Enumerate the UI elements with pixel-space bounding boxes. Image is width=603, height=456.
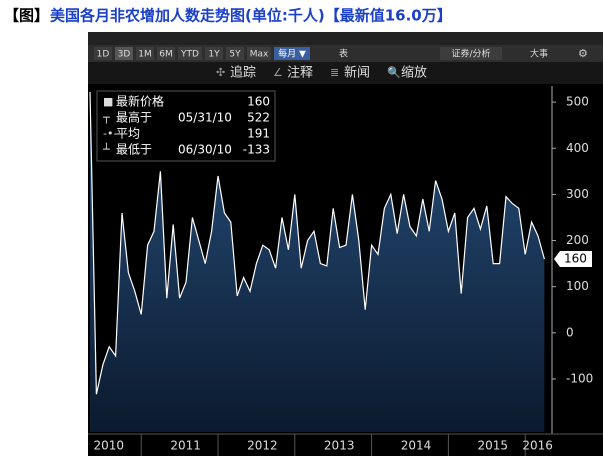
line [89,91,545,395]
top-strip [88,32,603,45]
y-tick-label: 200 [566,233,589,247]
legend-value: 522 [247,111,270,125]
range-label: 5Y [229,50,241,60]
x-tick-label: 2011 [170,439,201,453]
range-label: 3D [118,50,131,60]
tool-label[interactable]: 缩放 [401,65,427,81]
area-fill [90,92,545,432]
period-label: 每月 ▼ [278,48,306,60]
x-tick-label: 2012 [247,439,278,453]
x-tick-label: 2016 [522,439,553,453]
range-label: YTD [180,50,199,60]
range-button[interactable] [226,47,244,60]
tool-label[interactable]: 注释 [287,66,313,81]
range-label: 1D [97,50,110,60]
chart-title: 美国各月非农增加人数走势图(单位:千人)【最新值16.0万】 [50,7,452,25]
x-tick-label: 2010 [94,439,125,453]
tool-label[interactable]: 追踪 [230,65,256,81]
settings-icon: ⚙ [578,47,588,60]
analysis-label: 证券/分析 [451,48,490,60]
y-tick-label: 300 [566,187,589,201]
y-tick-label: -100 [566,371,593,385]
y-tick-label: 100 [566,279,589,293]
analysis-button [440,47,502,60]
tool-bar [88,62,603,84]
legend-value: 160 [247,95,270,109]
range-button[interactable] [178,47,202,60]
y-tick-label: 400 [566,141,589,155]
tool-label[interactable]: 新闻 [344,65,370,81]
legend-marker: -•- [103,127,117,140]
legend-marker: ■ [103,95,113,108]
tool-icon: ≣ [330,66,339,79]
legend-value: -133 [243,143,270,157]
y-tick-label: 0 [566,325,574,339]
value-tag [554,251,592,267]
legend-label: 最新价格 [116,94,164,109]
legend-marker: ┬ [102,111,110,124]
legend-date: 05/31/10 [178,111,232,125]
title-tag: 【图】 [4,7,49,25]
y-tick-label: 500 [566,95,589,109]
legend-date: 06/30/10 [178,143,232,157]
value-tag-label: 160 [564,252,587,266]
x-tick-label: 2014 [401,439,432,453]
tool-icon: ∠ [273,66,283,79]
range-button[interactable] [94,47,112,60]
period-button [274,47,310,60]
tool-icon: ✣ [216,66,225,79]
legend-label: 最低于 [116,143,152,157]
range-button[interactable] [157,47,175,60]
legend: ■ 最新价格 160 ┬ 最高于 05/31/10 522 -•-平均 191 ┴ 最低于 06/30… [96,90,276,162]
legend-value: 191 [247,127,270,141]
range-button[interactable] [247,47,271,60]
legend-box [96,90,276,162]
range-button[interactable] [115,47,133,60]
range-label: 6M [159,50,173,60]
range-label: 1M [138,50,152,60]
legend-label: 平均 [116,127,140,141]
range-button[interactable] [205,47,223,60]
range-label: Max [250,50,269,60]
table-label: 表 [339,48,348,60]
range-button[interactable] [136,47,154,60]
x-tick-label: 2015 [478,439,509,453]
legend-marker: ┴ [102,142,110,156]
x-tick-label: 2013 [324,439,355,453]
tool-icon: 🔍 [387,65,401,79]
range-label: 1Y [208,50,220,60]
legend-label: 最高于 [116,110,152,125]
events-label: 大事 [530,48,548,60]
